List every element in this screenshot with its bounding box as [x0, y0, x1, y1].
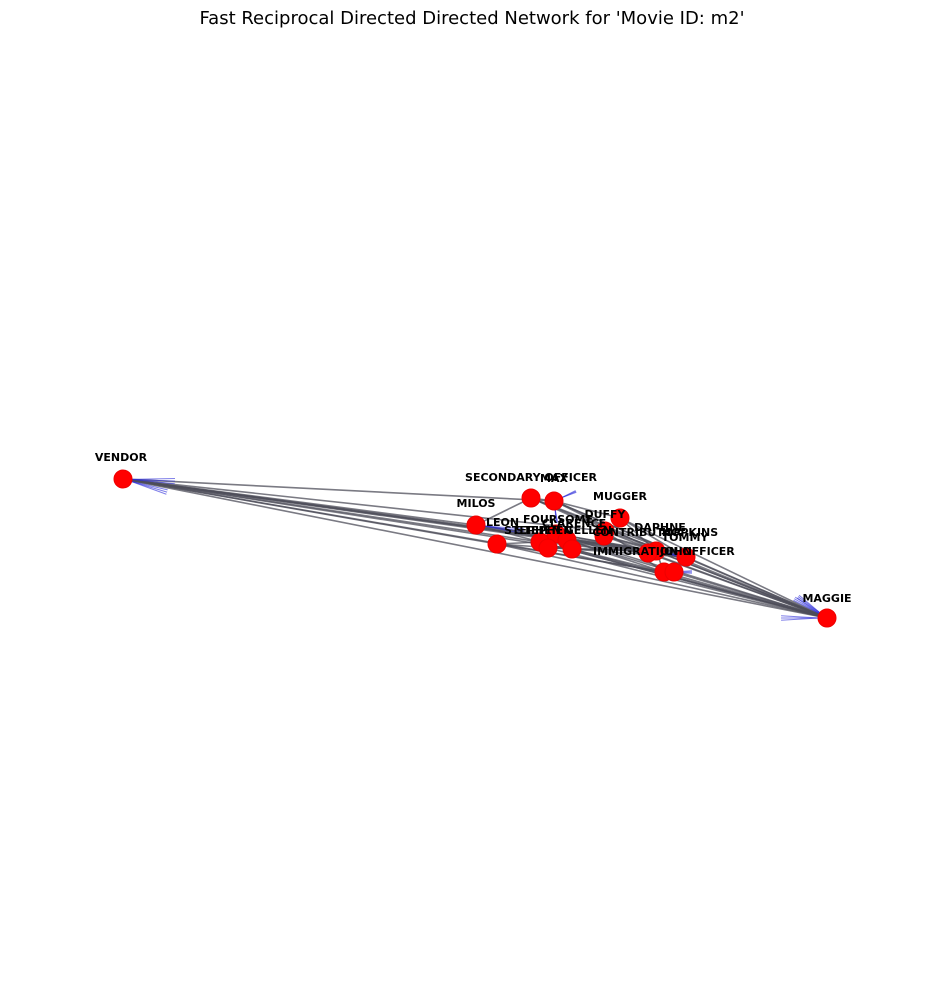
node-stephen-gellen: [538, 538, 558, 558]
node-leon: [487, 534, 507, 554]
node-label-contributor: CONTRIBUTOR: [592, 526, 682, 539]
node-label-daphne: DAPHNE: [634, 521, 686, 534]
node-layer: [113, 469, 837, 628]
node-label-secondary-officer: SECONDARY OFFICER: [465, 471, 597, 484]
node-max: [544, 491, 564, 511]
node-hopkins: [676, 547, 696, 567]
node-label-vendor: VENDOR: [95, 451, 148, 464]
node-label-immigration-officer: IMMIGRATION OFFICER: [593, 545, 735, 558]
node-label-maggie: MAGGIE: [802, 592, 851, 605]
edge-immigration-officer-to-john: [571, 548, 665, 573]
edge-secondary-officer-to-duffy: [530, 497, 606, 532]
edge-milos-to-secondary-officer: [475, 497, 532, 526]
arrowhead-vendor-lower: [130, 480, 168, 495]
node-label-duffy: DUFFY: [584, 508, 626, 521]
edge-mugger-to-hopkins: [619, 517, 687, 558]
node-daphne: [594, 526, 614, 546]
arrowhead-milos: [483, 525, 524, 535]
node-label-foursome: FOURSOME: [523, 513, 593, 526]
node-label-tommy: TOMMY: [662, 531, 710, 544]
node-label-clarence: CLARENCE: [542, 517, 606, 530]
node-mugger: [610, 508, 630, 528]
arrowhead-max: [554, 508, 559, 523]
node-label-stephen: STEPHEN: [516, 524, 573, 537]
node-label-milos: MILOS: [457, 497, 496, 510]
edge-vendor-to-duffy: [122, 478, 606, 532]
node-milos: [466, 515, 486, 535]
arrowhead-max-right: [561, 490, 577, 499]
node-label-stephen-gellen: STEPHEN GELLEN: [504, 524, 612, 537]
node-label-john: JOHN: [659, 545, 692, 558]
node-label-leon: LEON: [486, 516, 519, 529]
edge-hopkins-to-maggie: [685, 556, 828, 619]
node-john-overlap: [664, 562, 684, 582]
arrowhead-vendor-right: [130, 477, 175, 485]
chart-title: Fast Reciprocal Directed Directed Networ…: [199, 8, 744, 29]
node-label-mugger: MUGGER: [593, 490, 647, 503]
node-vendor: [113, 469, 133, 489]
edge-stephen-gellen-to-maggie: [547, 547, 828, 619]
node-label-hopkins: HOPKINS: [662, 526, 718, 539]
edge-vendor-to-leon: [122, 478, 498, 545]
edge-vendor-to-max: [122, 478, 555, 502]
arrowhead-maggie-horizontal: [781, 615, 820, 621]
node-maggie: [817, 608, 837, 628]
node-immigration-officer: [562, 539, 582, 559]
node-contributor: [638, 543, 658, 563]
edge-john-to-maggie: [663, 571, 828, 619]
edge-vendor-to-maggie: [122, 478, 828, 619]
edge-mugger-to-maggie: [619, 517, 828, 619]
arrowhead-maggie-diagonal: [793, 596, 821, 615]
edge-max-to-mugger: [553, 500, 621, 519]
node-secondary-officer: [521, 488, 541, 508]
edge-clarence-to-john: [566, 539, 665, 573]
node-label-max: MAX: [540, 472, 568, 485]
